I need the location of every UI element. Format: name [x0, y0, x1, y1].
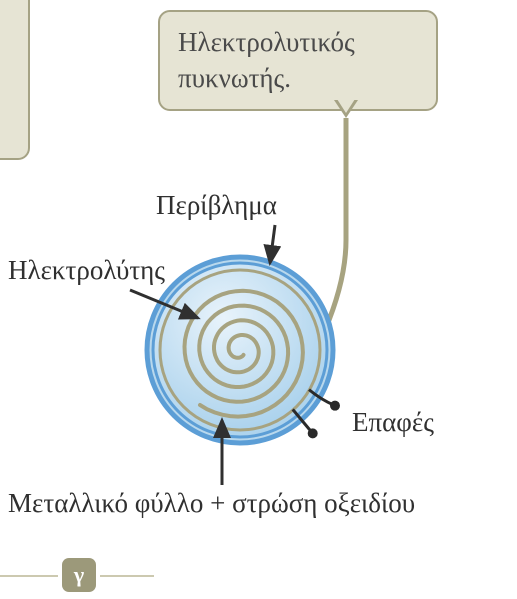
label-casing: Περίβλημα: [156, 190, 277, 221]
label-foil: Μεταλλικό φύλλο + στρώση οξειδίου: [8, 488, 415, 519]
callout-connector: [325, 118, 346, 330]
label-contacts: Επαφές: [352, 407, 434, 438]
figure-badge: γ: [62, 558, 96, 592]
caption-line-left: [0, 575, 58, 577]
arrow-casing: [270, 225, 275, 263]
contact-dot-2: [308, 428, 318, 438]
contact-dot-1: [330, 401, 340, 411]
label-electrolyte: Ηλεκτρολύτης: [8, 255, 165, 286]
figure-badge-letter: γ: [74, 562, 84, 588]
caption-line-right: [100, 575, 154, 577]
